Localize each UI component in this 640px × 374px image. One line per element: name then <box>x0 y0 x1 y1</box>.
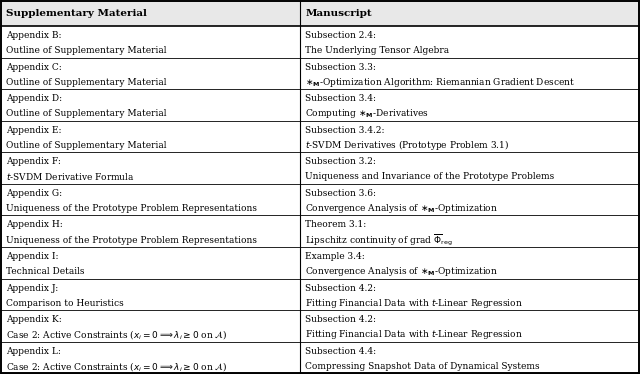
Text: Appendix B:: Appendix B: <box>6 31 62 40</box>
Text: Theorem 3.1:: Theorem 3.1: <box>305 220 367 229</box>
Text: Outline of Supplementary Material: Outline of Supplementary Material <box>6 46 167 55</box>
Text: Appendix C:: Appendix C: <box>6 62 62 71</box>
Text: Appendix G:: Appendix G: <box>6 189 63 198</box>
Text: Comparison to Heuristics: Comparison to Heuristics <box>6 299 124 308</box>
Bar <box>1 26 639 58</box>
Bar <box>1 152 639 184</box>
Bar <box>1 184 639 215</box>
Text: Appendix E:: Appendix E: <box>6 126 62 135</box>
Text: Compressing Snapshot Data of Dynamical Systems: Compressing Snapshot Data of Dynamical S… <box>305 362 540 371</box>
Text: $t$-SVDM Derivative Formula: $t$-SVDM Derivative Formula <box>6 171 135 183</box>
Text: $\ast_{\mathbf{M}}$-Optimization Algorithm: Riemannian Gradient Descent: $\ast_{\mathbf{M}}$-Optimization Algorit… <box>305 76 575 89</box>
Text: Fitting Financial Data with $t$-Linear Regression: Fitting Financial Data with $t$-Linear R… <box>305 328 523 341</box>
Text: Supplementary Material: Supplementary Material <box>6 9 147 18</box>
Text: Subsection 3.3:: Subsection 3.3: <box>305 62 376 71</box>
Bar <box>1 215 639 247</box>
Text: Uniqueness of the Prototype Problem Representations: Uniqueness of the Prototype Problem Repr… <box>6 236 257 245</box>
Bar <box>1 310 639 342</box>
Text: Technical Details: Technical Details <box>6 267 85 276</box>
Text: Subsection 3.6:: Subsection 3.6: <box>305 189 376 198</box>
Text: Manuscript: Manuscript <box>305 9 372 18</box>
Text: Case 2: Active Constraints ($x_i = 0 \Longrightarrow \lambda_i \geq 0$ on $\math: Case 2: Active Constraints ($x_i = 0 \Lo… <box>6 328 228 341</box>
Text: Appendix J:: Appendix J: <box>6 283 59 292</box>
Text: Subsection 4.2:: Subsection 4.2: <box>305 283 376 292</box>
Text: Uniqueness of the Prototype Problem Representations: Uniqueness of the Prototype Problem Repr… <box>6 204 257 213</box>
Text: Uniqueness and Invariance of the Prototype Problems: Uniqueness and Invariance of the Prototy… <box>305 172 554 181</box>
Text: Appendix K:: Appendix K: <box>6 315 62 324</box>
Bar <box>1 1 639 26</box>
Bar <box>1 279 639 310</box>
Text: Lipschitz continuity of grad $\overline{\Phi}_{\mathrm{reg}}$: Lipschitz continuity of grad $\overline{… <box>305 232 453 248</box>
Text: Subsection 3.4:: Subsection 3.4: <box>305 94 376 103</box>
Text: Appendix H:: Appendix H: <box>6 220 63 229</box>
Text: Example 3.4:: Example 3.4: <box>305 252 365 261</box>
Text: Outline of Supplementary Material: Outline of Supplementary Material <box>6 78 167 87</box>
Text: Subsection 4.4:: Subsection 4.4: <box>305 347 376 356</box>
Text: Outline of Supplementary Material: Outline of Supplementary Material <box>6 109 167 118</box>
Text: Subsection 2.4:: Subsection 2.4: <box>305 31 376 40</box>
Text: Subsection 4.2:: Subsection 4.2: <box>305 315 376 324</box>
Bar <box>1 58 639 89</box>
Text: Appendix I:: Appendix I: <box>6 252 59 261</box>
Text: Convergence Analysis of $\ast_{\mathbf{M}}$-Optimization: Convergence Analysis of $\ast_{\mathbf{M… <box>305 202 499 215</box>
Text: Computing $\ast_{\mathbf{M}}$-Derivatives: Computing $\ast_{\mathbf{M}}$-Derivative… <box>305 107 429 120</box>
Text: Convergence Analysis of $\ast_{\mathbf{M}}$-Optimization: Convergence Analysis of $\ast_{\mathbf{M… <box>305 265 499 278</box>
Text: Appendix D:: Appendix D: <box>6 94 63 103</box>
Text: Appendix L:: Appendix L: <box>6 347 61 356</box>
Bar <box>1 342 639 373</box>
Text: $t$-SVDM Derivatives (Prototype Problem 3.1): $t$-SVDM Derivatives (Prototype Problem … <box>305 138 509 152</box>
Text: Fitting Financial Data with $t$-Linear Regression: Fitting Financial Data with $t$-Linear R… <box>305 297 523 310</box>
Text: The Underlying Tensor Algebra: The Underlying Tensor Algebra <box>305 46 449 55</box>
Bar <box>1 247 639 279</box>
Text: Outline of Supplementary Material: Outline of Supplementary Material <box>6 141 167 150</box>
Text: Case 2: Active Constraints ($x_i = 0 \Longrightarrow \lambda_i \geq 0$ on $\math: Case 2: Active Constraints ($x_i = 0 \Lo… <box>6 360 228 373</box>
Text: Subsection 3.2:: Subsection 3.2: <box>305 157 376 166</box>
Text: Appendix F:: Appendix F: <box>6 157 61 166</box>
Bar <box>1 121 639 152</box>
Text: Subsection 3.4.2:: Subsection 3.4.2: <box>305 126 385 135</box>
Bar <box>1 89 639 121</box>
